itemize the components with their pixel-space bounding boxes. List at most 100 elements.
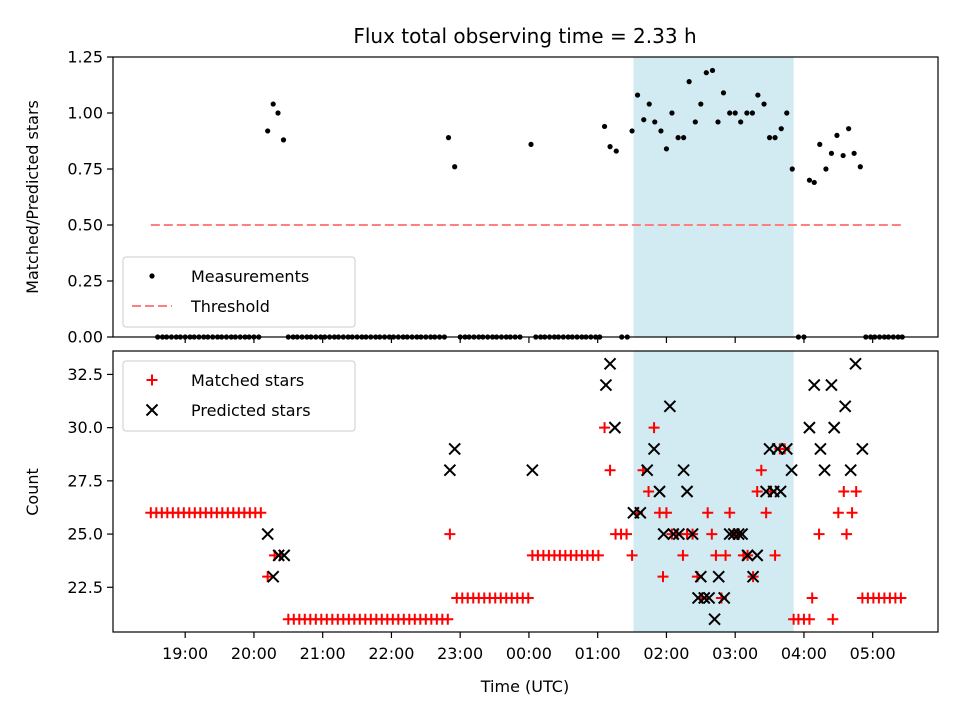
legend-label: Predicted stars bbox=[191, 401, 311, 420]
predicted-star-point bbox=[708, 613, 721, 626]
y-tick-label-top: 1.00 bbox=[67, 104, 103, 123]
y-tick-label-top: 0.25 bbox=[67, 272, 103, 291]
matched-star-point bbox=[522, 592, 534, 604]
measurement-point bbox=[817, 141, 823, 147]
measurement-point bbox=[270, 101, 276, 107]
measurement-point bbox=[772, 135, 778, 141]
legend-box-bottom bbox=[122, 360, 356, 432]
matched-star-point bbox=[255, 507, 267, 519]
predicted-star-point bbox=[647, 442, 661, 456]
series-predicted-stars bbox=[261, 357, 869, 626]
y-tick-label-top: 1.25 bbox=[67, 48, 103, 67]
matched-star-point bbox=[720, 549, 732, 561]
predicted-star-point bbox=[608, 421, 622, 434]
matched-star-point bbox=[648, 422, 660, 434]
predicted-star-point bbox=[717, 591, 731, 605]
matched-star-point bbox=[442, 613, 454, 625]
predicted-star-point bbox=[694, 570, 708, 583]
matched-star-point bbox=[604, 464, 616, 476]
y-tick-label-bottom: 27.5 bbox=[67, 471, 103, 490]
matched-star-point bbox=[751, 486, 763, 497]
measurement-point bbox=[280, 137, 287, 143]
x-tick-label: 05:00 bbox=[850, 644, 896, 663]
predicted-star-point bbox=[741, 549, 754, 562]
predicted-star-point bbox=[526, 464, 539, 477]
predicted-star-point bbox=[825, 378, 838, 392]
matched-star-point bbox=[724, 507, 736, 519]
predicted-star-point bbox=[640, 464, 654, 477]
matched-star-point bbox=[592, 549, 604, 561]
measurement-point bbox=[851, 150, 857, 156]
measurement-point bbox=[692, 119, 698, 125]
measurement-point bbox=[823, 166, 829, 172]
measurement-point bbox=[766, 135, 773, 141]
measurement-point bbox=[738, 119, 744, 125]
measurement-point bbox=[840, 152, 846, 159]
measurement-point bbox=[761, 101, 767, 107]
predicted-star-point bbox=[774, 485, 787, 498]
measurement-point bbox=[709, 67, 716, 74]
measurement-point bbox=[784, 110, 790, 116]
measurement-point bbox=[828, 150, 835, 156]
predicted-star-point bbox=[667, 527, 680, 541]
measurement-point bbox=[755, 92, 761, 98]
y-tick-label-top: 0.50 bbox=[67, 216, 103, 235]
predicted-star-point bbox=[677, 464, 690, 477]
x-tick-label: 23:00 bbox=[437, 644, 483, 663]
predicted-star-point bbox=[814, 442, 827, 456]
predicted-star-point bbox=[849, 357, 862, 370]
measurement-point bbox=[698, 101, 704, 107]
matched-star-point bbox=[657, 571, 669, 583]
measurement-point bbox=[675, 135, 681, 141]
measurement-point bbox=[669, 110, 675, 116]
predicted-star-point bbox=[702, 591, 716, 605]
predicted-star-point bbox=[657, 527, 670, 541]
predicted-star-point bbox=[443, 464, 457, 477]
measurement-point bbox=[846, 126, 852, 132]
measurement-point bbox=[834, 132, 840, 138]
x-tick-label: 00:00 bbox=[506, 644, 552, 663]
measurement-point bbox=[744, 110, 750, 116]
highlight-span-top bbox=[633, 57, 794, 337]
x-tick-label: 03:00 bbox=[712, 644, 758, 663]
matched-star-point bbox=[710, 549, 722, 561]
measurement-point bbox=[607, 144, 613, 150]
measurement-point bbox=[601, 123, 608, 130]
measurement-point bbox=[445, 135, 452, 141]
x-tick-label: 02:00 bbox=[643, 644, 689, 663]
y-axis-label-bottom: Count bbox=[23, 468, 42, 516]
plot-layer: 0.00 0.25 0.50 0.75 1.00 1.25 Measurements Thre… bbox=[67, 48, 939, 663]
matched-star-point bbox=[850, 486, 862, 497]
predicted-star-point bbox=[266, 570, 280, 583]
measurement-point bbox=[749, 110, 755, 116]
legend-label: Matched stars bbox=[191, 371, 304, 390]
matched-star-point bbox=[838, 486, 850, 497]
predicted-star-point bbox=[771, 442, 785, 456]
predicted-star-point bbox=[827, 421, 841, 434]
measurement-point bbox=[528, 141, 534, 147]
legend-marker-plus bbox=[146, 374, 158, 386]
plot-frame-top bbox=[112, 56, 939, 338]
measurement-point bbox=[715, 119, 721, 125]
measurement-point bbox=[646, 101, 652, 107]
x-tick-label: 22:00 bbox=[368, 644, 414, 663]
predicted-star-point bbox=[663, 400, 677, 413]
measurement-point bbox=[613, 148, 619, 154]
legend-label: Threshold bbox=[190, 297, 270, 316]
measurement-point bbox=[658, 128, 664, 134]
matched-star-point bbox=[444, 528, 456, 540]
predicted-star-point bbox=[750, 549, 764, 562]
measurement-point bbox=[811, 179, 817, 186]
matched-star-point bbox=[806, 592, 818, 604]
measurement-point bbox=[275, 110, 281, 116]
legend-marker-x bbox=[145, 403, 159, 417]
matched-star-point bbox=[779, 443, 791, 455]
matched-star-point bbox=[827, 613, 839, 625]
predicted-star-point bbox=[272, 549, 285, 562]
matched-star-point bbox=[626, 549, 638, 561]
predicted-star-point bbox=[599, 378, 613, 392]
predicted-star-point bbox=[448, 442, 461, 456]
x-tick-label: 21:00 bbox=[300, 644, 346, 663]
y-axis-label-top: Matched/Predicted stars bbox=[23, 100, 42, 294]
